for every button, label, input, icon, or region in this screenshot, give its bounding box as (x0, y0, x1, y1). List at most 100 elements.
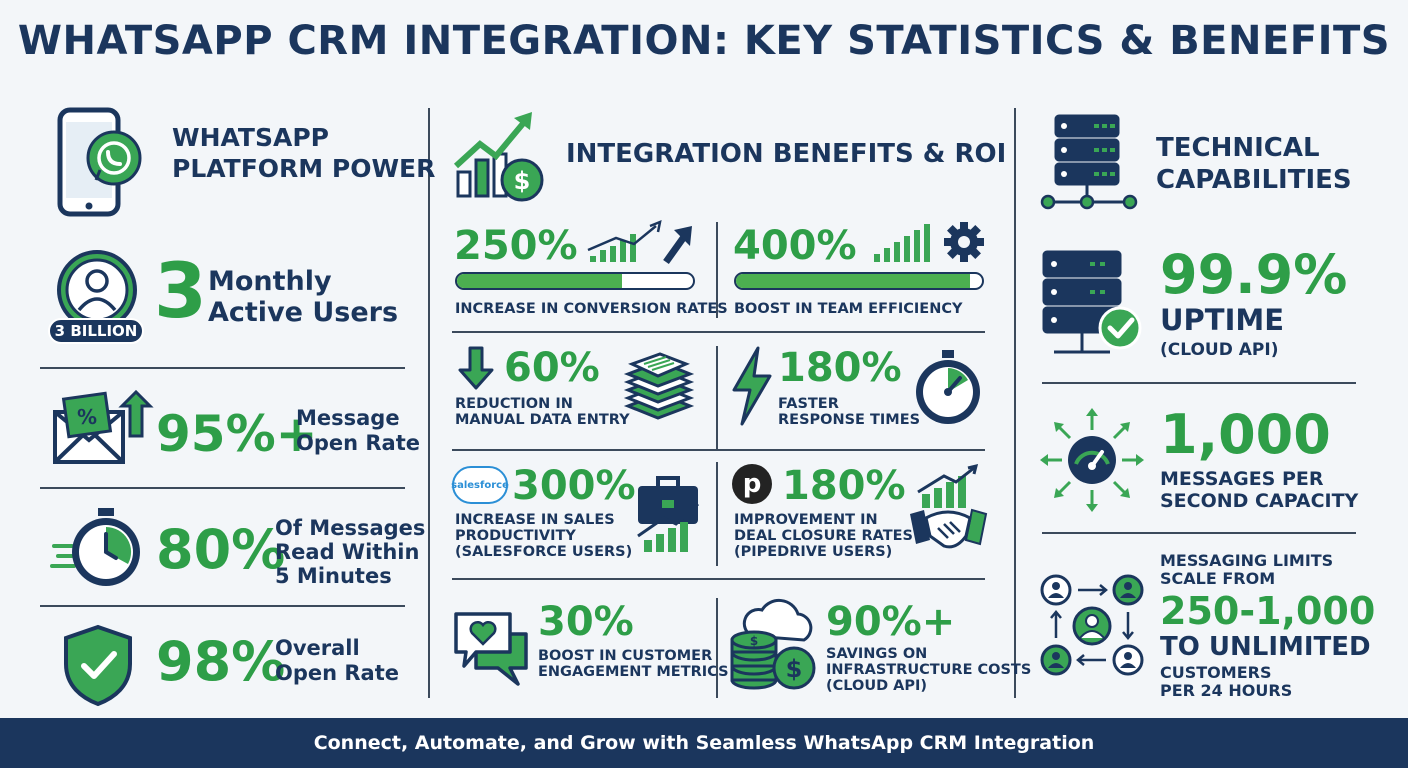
efficiency-label: BOOST IN TEAM EFFICIENCY (734, 301, 963, 317)
users-line2: Active Users (208, 297, 399, 328)
open-rate-line2: Open Rate (296, 431, 421, 455)
middle-divider-v1 (716, 222, 718, 318)
limits-line5: PER 24 HOURS (1160, 681, 1293, 700)
right-divider-1 (1042, 382, 1356, 384)
deal-line1: IMPROVEMENT IN (734, 512, 878, 528)
salesforce-logo-text: salesforce (451, 479, 509, 491)
sales-number: 300% (512, 463, 636, 509)
middle-divider-v2 (716, 346, 718, 450)
limits-line1: MESSAGING LIMITS (1160, 551, 1334, 570)
down-arrow-icon (458, 346, 494, 390)
savings-line3: (CLOUD API) (826, 678, 928, 694)
footer-text: Connect, Automate, and Grow with Seamles… (313, 732, 1095, 754)
conversion-progress-fill (457, 274, 623, 288)
uptime-number: 99.9% (1160, 243, 1348, 306)
users-badge: 3 BILLION (48, 318, 144, 344)
engagement-line1: BOOST IN CUSTOMER (538, 648, 713, 664)
engagement-line2: ENGAGEMENT METRICS (538, 664, 729, 680)
shield-check-icon (64, 624, 132, 707)
read-number: 80% (156, 518, 286, 581)
overall-number: 98% (156, 630, 286, 693)
right-divider-2 (1042, 532, 1356, 534)
manual-number: 60% (504, 345, 600, 391)
svg-text:$: $ (514, 167, 531, 195)
limits-range: 250-1,000 (1160, 589, 1376, 633)
svg-text:$: $ (786, 655, 803, 683)
sales-line3: (SALESFORCE USERS) (455, 544, 633, 560)
middle-heading: INTEGRATION BENEFITS & ROI (566, 139, 1007, 169)
left-heading-line2: PLATFORM POWER (172, 154, 436, 183)
user-network-icon (1040, 574, 1144, 676)
right-heading-line1: TECHNICAL (1156, 133, 1320, 163)
rising-bars-arrow-icon (587, 219, 692, 265)
left-divider-1 (40, 367, 405, 369)
page-title: WHATSAPP CRM INTEGRATION: KEY STATISTICS… (17, 18, 1391, 64)
engagement-number: 30% (538, 599, 634, 645)
read-line3: 5 Minutes (275, 564, 392, 588)
savings-line2: INFRASTRUCTURE COSTS (826, 662, 1032, 678)
middle-divider-h1 (452, 331, 985, 333)
overall-line2: Open Rate (275, 661, 400, 685)
stopwatch-icon (50, 508, 140, 586)
middle-divider-h3 (452, 578, 985, 580)
manual-line2: MANUAL DATA ENTRY (455, 412, 630, 428)
efficiency-number: 400% (733, 223, 857, 269)
read-line2: Read Within (275, 540, 420, 564)
overall-line1: Overall (275, 636, 360, 660)
users-line1: Monthly (208, 266, 332, 297)
middle-divider-v4 (716, 598, 718, 698)
speedometer-icon (1040, 408, 1144, 512)
column-divider-left (428, 108, 430, 698)
deal-number: 180% (782, 463, 906, 509)
lightning-icon (732, 346, 772, 426)
savings-number: 90%+ (826, 599, 956, 645)
efficiency-progress-fill (736, 274, 970, 288)
deal-line2: DEAL CLOSURE RATES (734, 528, 913, 544)
bars-gear-icon (874, 222, 984, 262)
throughput-line2: SECOND CAPACITY (1160, 490, 1359, 512)
column-divider-right (1014, 108, 1016, 698)
response-line1: FASTER (778, 396, 839, 412)
handshake-growth-icon (910, 463, 988, 549)
footer-banner: Connect, Automate, and Grow with Seamles… (0, 718, 1408, 768)
briefcase-growth-icon (637, 476, 700, 552)
read-line1: Of Messages (275, 516, 426, 540)
left-divider-3 (40, 605, 405, 607)
server-network-icon (1040, 114, 1138, 210)
response-number: 180% (778, 345, 902, 391)
left-heading-line1: WHATSAPP (172, 123, 329, 152)
phone-whatsapp-icon (57, 107, 142, 217)
users-number: 3 (154, 246, 207, 335)
manual-line1: REDUCTION IN (455, 396, 573, 412)
conversion-progress-bar (455, 272, 695, 290)
open-rate-number: 95%+ (156, 405, 318, 463)
timer-icon (916, 350, 980, 424)
svg-text:%: % (77, 405, 97, 429)
savings-line1: SAVINGS ON (826, 646, 928, 662)
deal-line3: (PIPEDRIVE USERS) (734, 544, 893, 560)
conversion-number: 250% (454, 223, 578, 269)
svg-text:$: $ (750, 634, 758, 648)
sales-line2: PRODUCTIVITY (455, 528, 576, 544)
chat-heart-icon (454, 612, 528, 686)
limits-line3: TO UNLIMITED (1160, 632, 1371, 662)
middle-divider-v3 (716, 462, 718, 566)
pipedrive-logo: p (732, 464, 772, 504)
conversion-label: INCREASE IN CONVERSION RATES (455, 301, 728, 317)
right-heading-line2: CAPABILITIES (1156, 165, 1352, 195)
uptime-line1: UPTIME (1160, 303, 1285, 337)
uptime-line2: (CLOUD API) (1160, 340, 1279, 360)
salesforce-logo: salesforce (451, 466, 509, 504)
middle-divider-h2 (452, 449, 985, 451)
efficiency-progress-bar (734, 272, 984, 290)
open-rate-line1: Message (296, 406, 400, 430)
envelope-percent-icon: % (53, 389, 154, 464)
response-line2: RESPONSE TIMES (778, 412, 921, 428)
growth-chart-icon: $ (453, 112, 544, 202)
limits-line2: SCALE FROM (1160, 569, 1276, 588)
server-check-icon (1042, 250, 1142, 354)
sales-line1: INCREASE IN SALES (455, 512, 615, 528)
left-divider-2 (40, 487, 405, 489)
cloud-coins-icon: $ $ (730, 598, 816, 690)
users-badge-text: 3 BILLION (54, 322, 138, 340)
